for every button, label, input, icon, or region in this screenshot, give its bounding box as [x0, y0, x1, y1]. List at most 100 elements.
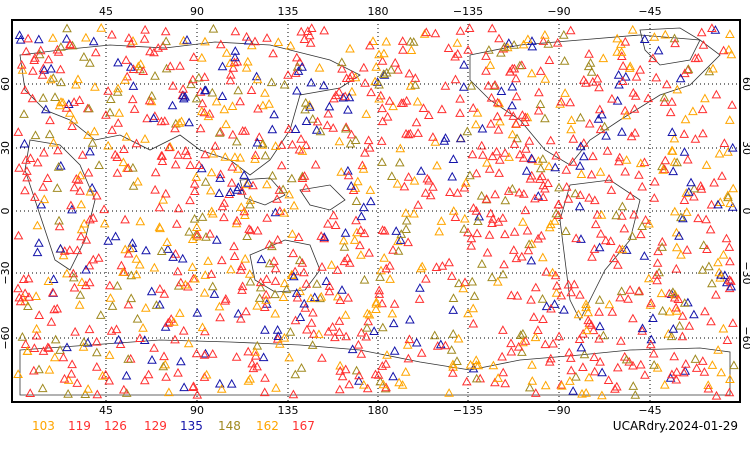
- observation-marker: [613, 260, 623, 269]
- observation-marker: [23, 301, 33, 310]
- observation-marker: [283, 124, 294, 133]
- observation-marker: [334, 87, 344, 96]
- observation-marker: [477, 150, 488, 159]
- longitude-bottom-labels: 45 90 135 180 −135 −90 −45: [99, 404, 662, 417]
- observation-marker: [390, 57, 401, 67]
- observation-marker: [617, 244, 628, 254]
- observation-marker: [556, 379, 567, 389]
- observation-marker: [477, 258, 487, 268]
- latitude-tick-label: 60: [0, 77, 12, 91]
- observation-marker: [530, 282, 541, 292]
- observation-marker: [206, 167, 217, 177]
- observation-marker: [467, 276, 478, 286]
- observation-marker: [566, 365, 577, 375]
- observation-marker: [74, 299, 85, 309]
- observation-marker: [269, 109, 279, 119]
- observation-marker: [581, 302, 591, 312]
- observation-marker: [551, 150, 562, 160]
- longitude-tick-label: −135: [453, 5, 483, 18]
- observation-marker: [388, 371, 398, 381]
- observation-marker: [581, 299, 591, 308]
- observation-marker: [66, 200, 76, 210]
- observation-marker: [663, 328, 674, 338]
- observation-marker: [671, 302, 681, 312]
- observation-marker: [357, 160, 368, 170]
- observation-marker: [488, 360, 499, 370]
- observation-marker: [649, 193, 660, 202]
- observation-marker: [361, 109, 372, 118]
- observation-marker: [460, 277, 470, 287]
- observation-marker: [455, 108, 465, 117]
- observation-marker: [381, 36, 392, 46]
- observation-marker: [246, 85, 257, 94]
- observation-marker: [482, 157, 492, 167]
- observation-marker: [679, 367, 689, 377]
- observation-marker: [507, 129, 518, 139]
- observation-marker: [459, 59, 469, 69]
- observation-marker: [584, 118, 595, 128]
- observation-marker: [508, 245, 519, 254]
- observation-marker: [46, 74, 56, 84]
- observation-marker: [80, 280, 91, 290]
- observation-marker: [91, 347, 102, 357]
- observation-marker: [393, 236, 403, 246]
- observation-marker: [161, 372, 171, 381]
- observation-marker: [571, 233, 581, 243]
- observation-marker: [690, 53, 701, 63]
- observation-marker: [250, 150, 261, 159]
- observation-marker: [581, 325, 592, 335]
- observation-marker: [237, 125, 248, 135]
- observation-marker: [119, 144, 129, 153]
- observation-marker: [203, 256, 213, 265]
- observation-marker: [270, 276, 281, 285]
- observation-marker: [422, 173, 433, 183]
- observation-marker: [196, 106, 207, 116]
- observation-marker: [270, 141, 281, 150]
- observation-marker: [723, 147, 733, 156]
- observation-marker: [58, 97, 68, 107]
- observation-marker: [554, 182, 564, 192]
- observation-marker: [270, 308, 281, 318]
- observation-marker: [49, 352, 60, 362]
- observation-marker: [561, 164, 572, 174]
- observation-marker: [80, 389, 91, 398]
- latitude-tick-label: 0: [740, 208, 750, 215]
- observation-marker: [543, 178, 553, 187]
- observation-marker: [300, 104, 310, 114]
- observation-marker: [105, 94, 116, 103]
- observation-marker: [718, 45, 729, 55]
- legend-entry: 162: [256, 419, 279, 433]
- observation-marker: [547, 267, 558, 277]
- observation-marker: [360, 78, 370, 87]
- observation-marker: [699, 367, 710, 376]
- observation-marker: [394, 377, 404, 387]
- observation-marker: [334, 384, 345, 394]
- observation-marker: [241, 62, 252, 72]
- observation-marker: [306, 23, 317, 32]
- observation-marker: [235, 152, 246, 162]
- observation-marker: [278, 184, 288, 194]
- observation-marker: [522, 225, 533, 235]
- observation-marker: [337, 285, 347, 294]
- observation-marker: [297, 62, 307, 71]
- observation-marker: [67, 40, 78, 50]
- observation-marker: [255, 282, 266, 292]
- observation-marker: [251, 71, 262, 81]
- observation-marker: [178, 35, 189, 45]
- observation-marker: [99, 204, 109, 214]
- observation-marker: [225, 69, 236, 79]
- observation-marker: [299, 267, 309, 277]
- observation-marker: [368, 36, 378, 45]
- observation-marker: [33, 34, 44, 44]
- observation-marker: [77, 277, 87, 286]
- observation-marker: [42, 342, 53, 352]
- observation-marker: [17, 64, 28, 74]
- observation-marker: [150, 184, 160, 194]
- observation-marker: [540, 183, 550, 193]
- observation-marker: [237, 281, 248, 291]
- observation-marker: [192, 389, 203, 399]
- observation-marker: [19, 138, 30, 148]
- observation-marker: [602, 146, 613, 155]
- observation-marker: [671, 263, 682, 273]
- observation-marker: [230, 52, 240, 62]
